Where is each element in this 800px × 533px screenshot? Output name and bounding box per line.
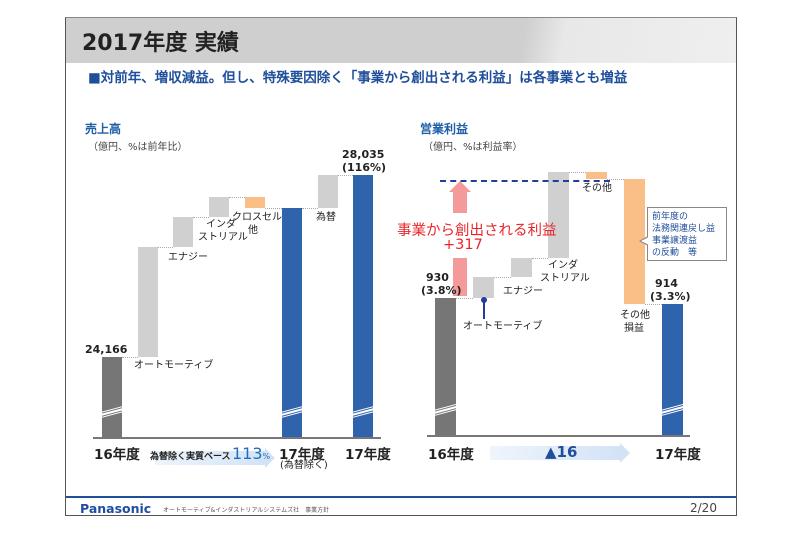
- profit-cat-energy: エナジー: [503, 286, 543, 297]
- increase-bar: [473, 276, 494, 298]
- sales-year-17-excl-sub: (為替除く): [280, 460, 328, 471]
- total-bar: [102, 357, 122, 437]
- total-bar: [662, 304, 683, 435]
- connector-line: [494, 276, 511, 278]
- sales-real-growth-value: 113%: [232, 444, 270, 463]
- profit-cat-auto: オートモーティブ: [463, 321, 543, 332]
- connector-line: [265, 207, 282, 209]
- panasonic-logo: Panasonic: [80, 501, 152, 516]
- sales-chart-unit: （億円、%は前年比）: [88, 142, 188, 153]
- increase-bar: [511, 257, 532, 277]
- profit-change-value: ▲16: [545, 443, 578, 461]
- profit-start-value: 930: [426, 271, 449, 284]
- profit-cat-pl-2: 損益: [624, 323, 644, 334]
- title-band: [66, 18, 736, 63]
- profit-year-16: 16年度: [428, 447, 474, 463]
- sales-chart-title: 売上高: [85, 122, 122, 136]
- slide-title: 2017年度 実績: [82, 31, 239, 56]
- sales-year-16: 16年度: [94, 447, 140, 463]
- total-bar: [282, 207, 302, 437]
- footer-text: オートモーティブ&インダストリアルシステムズ社 事業方針: [163, 507, 330, 514]
- profit-end-value: 914: [655, 277, 678, 290]
- sales-cat-ind-1: インダ: [206, 219, 236, 230]
- connector-line: [532, 257, 548, 259]
- connector-line: [338, 175, 353, 176]
- sales-year-17-excl: 17年度: [279, 447, 325, 463]
- callout-line: の反動 等: [652, 248, 698, 258]
- decrease-bar: [586, 171, 607, 179]
- connector-line: [158, 246, 173, 248]
- sales-real-growth-number: 113: [232, 444, 263, 463]
- connector-line: [193, 216, 209, 218]
- connector-line: [569, 171, 586, 173]
- sales-real-growth-arrow: [155, 448, 275, 468]
- increase-bar: [318, 175, 338, 208]
- sales-end-pct: (116%): [342, 161, 387, 174]
- decrease-bar: [245, 196, 265, 208]
- profit-cat-ind-2: ストリアル: [540, 273, 590, 284]
- profit-callout: 前年度の 法務関連戻し益 事業譲渡益 の反動 等: [639, 207, 727, 261]
- connector-line: [607, 179, 624, 180]
- sales-real-growth-unit: %: [262, 452, 271, 461]
- sales-real-growth-text: 為替除く実質ベース: [150, 452, 231, 462]
- total-bar: [435, 298, 456, 435]
- sales-cat-cross-2: 他: [248, 225, 258, 236]
- connector-line: [229, 196, 245, 198]
- profit-chart-title: 営業利益: [420, 122, 469, 136]
- slide-frame: [65, 17, 737, 516]
- increase-bar: [548, 171, 569, 258]
- profit-end-pct: (3.3%): [650, 290, 691, 303]
- profit-start-pct: (3.8%): [421, 284, 462, 297]
- profit-arrow-head: [449, 181, 471, 192]
- page-number: 2/20: [690, 501, 717, 515]
- sales-end-value: 28,035: [342, 148, 385, 161]
- x-axis: [93, 437, 381, 439]
- profit-arrow-shaft-lower: [453, 258, 467, 296]
- profit-auto-pointer: [483, 299, 485, 319]
- profit-change-arrow: [490, 443, 630, 463]
- profit-cat-ind-1: インダ: [548, 260, 578, 271]
- connector-line: [456, 298, 473, 299]
- x-axis: [427, 435, 690, 437]
- callout-line: 前年度の: [652, 212, 689, 222]
- callout-line: 事業譲渡益: [652, 236, 698, 246]
- sales-start-value: 24,166: [85, 343, 128, 356]
- footer-line: [66, 496, 736, 498]
- profit-arrow-shaft: [453, 191, 467, 213]
- connector-line: [302, 207, 318, 209]
- profit-chart-unit: （億円、%は利益率）: [423, 142, 523, 153]
- profit-cat-pl-1: その他: [620, 310, 650, 321]
- profit-target-dashed-line: [440, 180, 610, 182]
- sales-cat-ind-2: ストリアル: [198, 232, 248, 243]
- sales-year-17: 17年度: [345, 447, 391, 463]
- sales-cat-cross-1: クロスセル: [232, 212, 282, 223]
- increase-bar: [138, 246, 158, 357]
- profit-year-17: 17年度: [655, 447, 701, 463]
- decrease-bar: [624, 179, 645, 304]
- connector-line: [122, 357, 138, 358]
- sales-cat-auto: オートモーティブ: [134, 360, 214, 371]
- profit-cat-other: その他: [582, 183, 612, 194]
- increase-bar: [173, 216, 193, 247]
- connector-line: [645, 304, 662, 305]
- sales-cat-energy: エナジー: [168, 252, 208, 263]
- profit-annotation-text: 事業から創出される利益: [397, 223, 557, 239]
- slide-subtitle: ■対前年、増収減益。但し、特殊要因除く「事業から創出される利益」は各事業とも増益: [88, 70, 628, 86]
- total-bar: [353, 175, 373, 437]
- callout-line: 法務関連戻し益: [652, 224, 716, 234]
- increase-bar: [209, 196, 229, 217]
- sales-cat-fx: 為替: [316, 212, 336, 223]
- profit-auto-pointer-dot: [481, 297, 487, 303]
- profit-annotation-value: +317: [443, 237, 483, 253]
